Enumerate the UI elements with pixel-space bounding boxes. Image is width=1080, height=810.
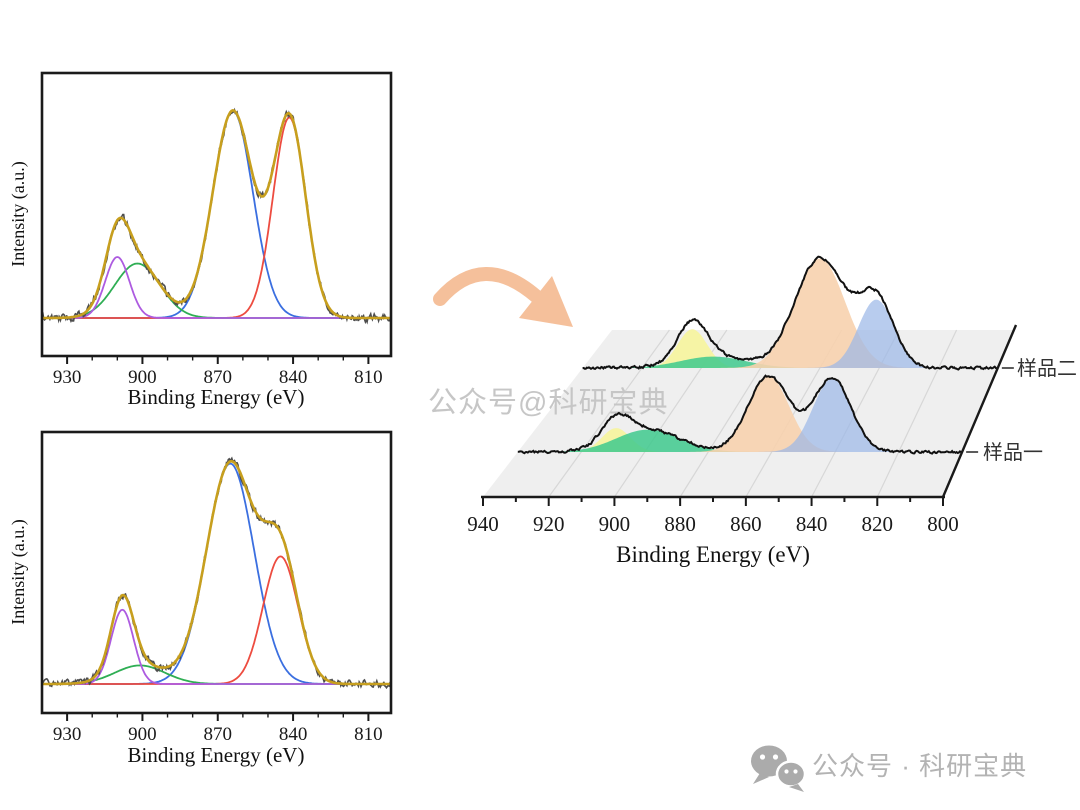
wechat-bubble-large-tail [753, 773, 769, 784]
x-tick-label: 840 [279, 367, 308, 388]
x-tick-label: 840 [796, 512, 828, 536]
x-tick-label: 920 [533, 512, 565, 536]
footer-brand-text: 公众号 · 科研宝典 [812, 751, 1027, 781]
fit-component-purple [42, 256, 391, 319]
x-tick-label: 800 [927, 512, 959, 536]
plot-frame [40, 71, 393, 358]
x-tick-label: 820 [862, 512, 894, 536]
fill-green [582, 356, 998, 368]
x-tick-label: 870 [204, 367, 233, 388]
fit-component-purple [42, 608, 391, 685]
x-tick-label: 930 [53, 724, 82, 745]
xps-spectrum-b: 930 900 870 840 810 Binding Energy (eV) Inte… [8, 430, 393, 767]
fit-component-red [42, 555, 391, 685]
series-label-sample-2: 样品二 [1017, 357, 1077, 380]
fill-green [517, 429, 963, 452]
x-tick-label: 810 [354, 367, 383, 388]
x-axis-title-3d: Binding Energy (eV) [616, 542, 810, 567]
raw-data-curve [41, 107, 392, 325]
plot-frame [40, 430, 393, 715]
x-axis-title-b: Binding Energy (eV) [128, 743, 305, 767]
fill-orange [517, 376, 963, 452]
waterfall-traces [517, 255, 1014, 455]
envelope-curve [582, 255, 997, 371]
xps-spectrum-a-plot: 930 900 870 840 810 [40, 71, 393, 388]
x-tick-label: 940 [467, 512, 499, 536]
x-tick-label: 840 [279, 724, 308, 745]
x-tick-label: 880 [664, 512, 696, 536]
wechat-eye [759, 754, 766, 760]
y-axis-title-b: Intensity (a.u.) [8, 519, 29, 624]
x-tick-label: 930 [53, 367, 82, 388]
x-tick-label: 900 [599, 512, 631, 536]
envelope-curve [517, 374, 962, 455]
y-axis-title-a: Intensity (a.u.) [8, 161, 29, 266]
waterfall-axis: 940 920 900 880 860 840 820 800 [467, 324, 1018, 536]
xps-spectrum-a: 930 900 870 840 810 Binding Energy (eV) Inte… [8, 71, 393, 409]
x-tick-label: 860 [730, 512, 762, 536]
wechat-bubble-small [775, 760, 807, 788]
fill-yellow [582, 329, 998, 368]
xps-waterfall-3d: 公众号@科研宝典 940 920 900 880 860 840 820 800 样品一 样品… [428, 255, 1077, 567]
trace-样品一 [517, 374, 979, 455]
arrow-shaft [433, 267, 544, 306]
fill-blue [582, 299, 998, 368]
fit-envelope-curve [42, 109, 391, 320]
trace-样品二 [582, 255, 1014, 371]
xps-spectrum-b-plot: 930 900 870 840 810 [40, 430, 393, 745]
x-tick-label: 900 [128, 367, 157, 388]
footer-brand: 公众号 · 科研宝典 [751, 745, 1027, 792]
fill-blue [517, 378, 963, 452]
wechat-eye [784, 769, 789, 774]
x-tick-label: 810 [354, 724, 383, 745]
series-label-sample-1: 样品一 [983, 441, 1043, 464]
wechat-eye [793, 769, 798, 774]
floor-gridline [876, 329, 958, 498]
wechat-eye [772, 754, 779, 760]
wechat-icon [751, 745, 807, 792]
floor-gridline [548, 329, 670, 498]
x-tick-label: 900 [128, 724, 157, 745]
arrow-head-icon [519, 276, 573, 327]
transform-arrow [433, 267, 573, 327]
fit-component-blue [42, 109, 391, 319]
depth-axis-line [941, 324, 1018, 498]
watermark-text: 公众号@科研宝典 [428, 386, 668, 419]
fit-envelope-curve [42, 459, 391, 686]
x-axis-title-a: Binding Energy (eV) [128, 385, 305, 409]
wechat-bubble-small-tail [789, 784, 804, 792]
x-tick-label: 870 [204, 724, 233, 745]
fit-component-green [42, 262, 391, 319]
fit-component-red [42, 116, 391, 319]
